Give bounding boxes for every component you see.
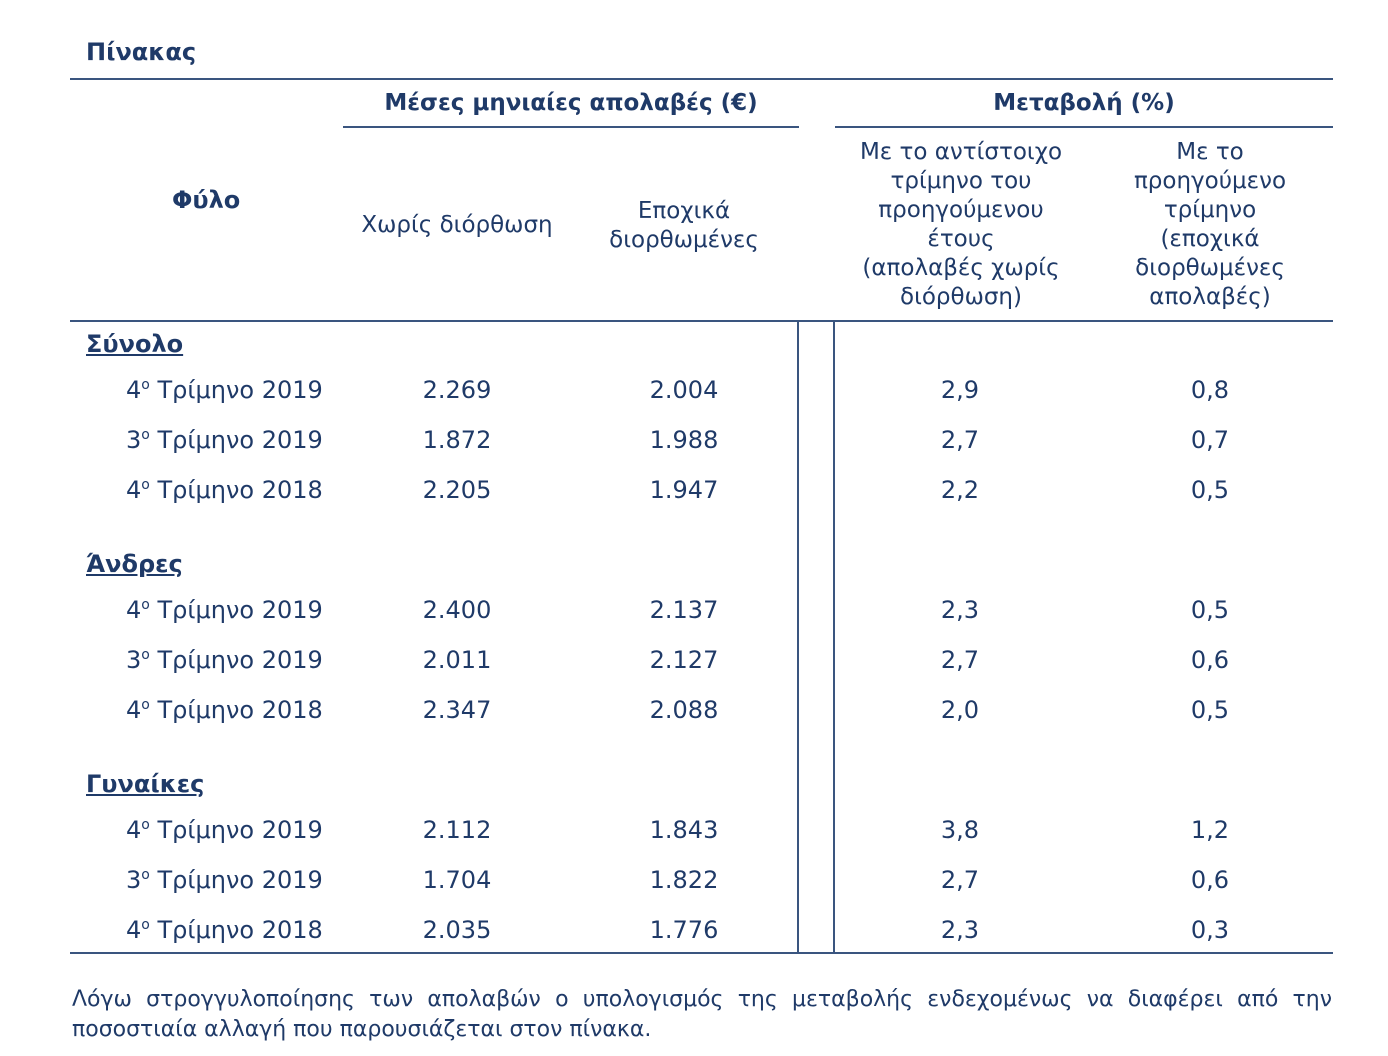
cell-yoy: 2,2 [940,476,980,504]
cell-unadjusted: 2.035 [422,916,492,944]
cell-qoq: 0,7 [1190,426,1230,454]
row-label: 4ο Τρίμηνο 2019 [126,816,323,844]
cell-yoy: 2,3 [940,596,980,624]
footnote: Λόγω στρογγυλοποίησης των απολαβών ο υπο… [72,987,1332,1042]
cell-seasonal: 2.137 [649,596,719,624]
cell-unadjusted: 2.112 [422,816,492,844]
divider-left [797,322,799,952]
ordinal-mark: ο [141,477,150,493]
cell-seasonal: 1.843 [649,816,719,844]
cell-qoq: 0,6 [1190,866,1230,894]
header-group-earnings: Μέσες μηνιαίες απολαβές (€) [384,90,758,116]
row-label: 3ο Τρίμηνο 2019 [126,426,323,454]
rule-group-change [835,126,1333,128]
rule-header-bottom [70,320,1333,322]
cell-qoq: 0,6 [1190,646,1230,674]
cell-qoq: 0,5 [1190,696,1230,724]
cell-seasonal: 1.822 [649,866,719,894]
ordinal-mark: ο [141,917,150,933]
cell-unadjusted: 1.704 [422,866,492,894]
header-sex: Φύλο [172,186,241,214]
header-unadjusted: Χωρίς διόρθωση [361,212,553,238]
ordinal-mark: ο [141,817,150,833]
ordinal-mark: ο [141,647,150,663]
row-label: 4ο Τρίμηνο 2019 [126,376,323,404]
header-seasonal: Εποχικά διορθωμένες [609,198,759,253]
quarter-number: 3 [126,646,142,674]
period-label: Τρίμηνο 2018 [157,696,323,724]
period-label: Τρίμηνο 2019 [157,596,323,624]
row-label: 4ο Τρίμηνο 2018 [126,476,323,504]
cell-unadjusted: 2.269 [422,376,492,404]
rule-group-earnings [343,126,799,128]
period-label: Τρίμηνο 2018 [157,916,323,944]
quarter-number: 4 [126,916,142,944]
section-label: Άνδρες [86,550,183,578]
section-label: Σύνολο [86,330,184,358]
period-label: Τρίμηνο 2019 [157,376,323,404]
cell-qoq: 0,3 [1190,916,1230,944]
cell-yoy: 3,8 [940,816,980,844]
cell-unadjusted: 2.205 [422,476,492,504]
ordinal-mark: ο [141,427,150,443]
cell-qoq: 0,8 [1190,376,1230,404]
cell-yoy: 2,7 [940,426,980,454]
divider-right [833,322,835,952]
table-title: Πίνακας [86,38,197,66]
cell-seasonal: 1.776 [649,916,719,944]
header-yoy: Με το αντίστοιχο τρίμηνο του πρoηγούμενο… [859,139,1063,310]
quarter-number: 4 [126,816,142,844]
rule-top [70,78,1333,80]
quarter-number: 4 [126,696,142,724]
cell-unadjusted: 1.872 [422,426,492,454]
quarter-number: 3 [126,866,142,894]
ordinal-mark: ο [141,867,150,883]
quarter-number: 4 [126,476,142,504]
period-label: Τρίμηνο 2019 [157,816,323,844]
cell-seasonal: 2.127 [649,646,719,674]
cell-qoq: 0,5 [1190,596,1230,624]
section-label: Γυναίκες [86,770,205,798]
cell-seasonal: 1.947 [649,476,719,504]
cell-unadjusted: 2.011 [422,646,492,674]
row-label: 3ο Τρίμηνο 2019 [126,646,323,674]
cell-yoy: 2,7 [940,866,980,894]
period-label: Τρίμηνο 2019 [157,646,323,674]
cell-unadjusted: 2.400 [422,596,492,624]
ordinal-mark: ο [141,697,150,713]
quarter-number: 3 [126,426,142,454]
period-label: Τρίμηνο 2018 [157,476,323,504]
cell-unadjusted: 2.347 [422,696,492,724]
cell-yoy: 2,7 [940,646,980,674]
quarter-number: 4 [126,596,142,624]
period-label: Τρίμηνο 2019 [157,866,323,894]
row-label: 3ο Τρίμηνο 2019 [126,866,323,894]
cell-yoy: 2,0 [940,696,980,724]
cell-seasonal: 1.988 [649,426,719,454]
header-qoq: Με το προηγούμενο τρίμηνο (εποχικά διορθ… [1133,139,1287,310]
quarter-number: 4 [126,376,142,404]
ordinal-mark: ο [141,597,150,613]
rule-bottom [70,952,1333,954]
header-group-change: Μεταβολή (%) [993,90,1175,116]
row-label: 4ο Τρίμηνο 2018 [126,916,323,944]
ordinal-mark: ο [141,377,150,393]
cell-seasonal: 2.004 [649,376,719,404]
period-label: Τρίμηνο 2019 [157,426,323,454]
cell-yoy: 2,9 [940,376,980,404]
row-label: 4ο Τρίμηνο 2019 [126,596,323,624]
row-label: 4ο Τρίμηνο 2018 [126,696,323,724]
cell-qoq: 1,2 [1190,816,1230,844]
cell-yoy: 2,3 [940,916,980,944]
cell-qoq: 0,5 [1190,476,1230,504]
cell-seasonal: 2.088 [649,696,719,724]
